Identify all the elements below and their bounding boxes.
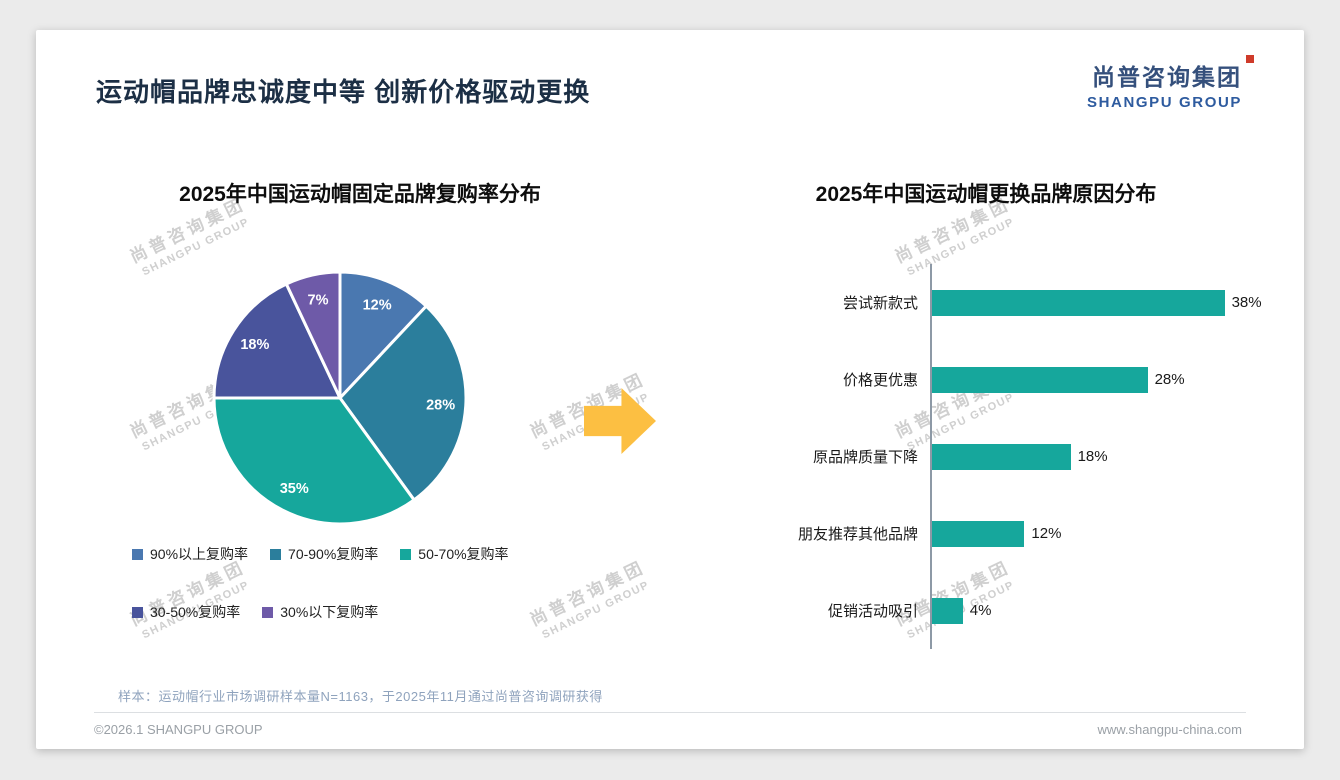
- bar-track: 18%: [930, 418, 1273, 495]
- bar-row: 尝试新款式 38%: [748, 264, 1273, 341]
- legend-item: 90%以上复购率: [132, 544, 248, 564]
- bar-track: 28%: [930, 341, 1273, 418]
- pie-slice-2: [212, 396, 416, 526]
- bar-row: 原品牌质量下降 18%: [748, 418, 1273, 495]
- bar-track: 38%: [930, 264, 1273, 341]
- pie-data-label: 35%: [280, 481, 309, 497]
- legend-item: 30-50%复购率: [132, 602, 240, 622]
- pie-data-label: 18%: [240, 337, 269, 353]
- bar-row: 价格更优惠 28%: [748, 341, 1273, 418]
- bar-row: 朋友推荐其他品牌 12%: [748, 495, 1273, 572]
- pie-chart: 12% 28% 35% 18% 7%: [212, 270, 468, 526]
- bar-chart: 尝试新款式 38% 价格更优惠 28% 原品牌质量下降 18% 朋友推荐其他品牌 12% 促销活…: [748, 264, 1273, 649]
- logo-text-cn: 尚普咨询集团: [1092, 64, 1242, 90]
- legend-swatch: [132, 606, 143, 618]
- pie-legend: 90%以上复购率 70-90%复购率 50-70%复购率 30-50%复购率 30%以…: [132, 544, 632, 622]
- bar-category-label: 朋友推荐其他品牌: [797, 526, 918, 543]
- bar-track: 4%: [930, 572, 1273, 649]
- bar-category-label: 原品牌质量下降: [812, 449, 918, 466]
- legend-swatch: [400, 548, 412, 560]
- legend-label: 70-90%复购率: [288, 546, 379, 562]
- legend-label: 90%以上复购率: [150, 546, 249, 562]
- bar-value-label: 12%: [1031, 525, 1062, 542]
- bar-chart-title: 2025年中国运动帽更换品牌原因分布: [815, 183, 1157, 206]
- legend-label: 30-50%复购率: [150, 604, 241, 620]
- bar-value-label: 38%: [1231, 294, 1262, 311]
- bar-category-label: 尝试新款式: [842, 295, 918, 312]
- bar: [932, 520, 1025, 547]
- bar: [932, 443, 1071, 470]
- legend-item: 30%以下复购率: [262, 602, 378, 622]
- bar-category-label: 促销活动吸引: [827, 603, 918, 620]
- legend-swatch: [262, 606, 274, 618]
- footer-website: www.shangpu-china.com: [1097, 722, 1242, 737]
- pie-slice-0: [338, 270, 428, 400]
- legend-swatch: [270, 548, 282, 560]
- bar: [932, 597, 963, 624]
- bar: [932, 366, 1148, 393]
- pie-chart-title: 2025年中国运动帽固定品牌复购率分布: [179, 183, 541, 206]
- logo-red-mark-icon: [1246, 55, 1254, 63]
- bar-value-label: 28%: [1154, 371, 1185, 388]
- slide-card: 尚普咨询集团 SHANGPU GROUP 尚普咨询集团 SHANGPU GROUP 尚普…: [36, 30, 1304, 749]
- bar-value-label: 18%: [1077, 448, 1108, 465]
- pie-data-label: 7%: [308, 293, 329, 309]
- legend-label: 30%以下复购率: [280, 604, 379, 620]
- bar-value-label: 4%: [969, 602, 992, 619]
- page-title: 运动帽品牌忠诚度中等 创新价格驱动更换: [96, 77, 591, 107]
- pie-slice-4: [284, 270, 342, 400]
- footer-copyright: ©2026.1 SHANGPU GROUP: [94, 722, 263, 737]
- bar-category-label: 价格更优惠: [842, 372, 918, 389]
- pie-data-label: 28%: [426, 397, 455, 413]
- legend-item: 70-90%复购率: [270, 544, 378, 564]
- logo: 尚普咨询集团 SHANGPU GROUP: [1087, 55, 1254, 111]
- footer-divider: [94, 712, 1246, 713]
- legend-swatch: [132, 548, 143, 560]
- pie-slice-1: [338, 304, 468, 502]
- sample-note: 样本：运动帽行业市场调研样本量N=1163，于2025年11月通过尚普咨询调研获…: [118, 689, 603, 704]
- legend-label: 50-70%复购率: [418, 546, 509, 562]
- pie-slice-3: [212, 282, 342, 400]
- legend-row: 30-50%复购率 30%以下复购率: [132, 602, 632, 622]
- logo-text-en: SHANGPU GROUP: [1087, 94, 1242, 111]
- bar: [932, 289, 1225, 316]
- bar-track: 12%: [930, 495, 1273, 572]
- legend-item: 50-70%复购率: [400, 544, 509, 564]
- legend-row: 90%以上复购率 70-90%复购率 50-70%复购率: [132, 544, 632, 564]
- pie-data-label: 12%: [363, 297, 392, 313]
- bar-row: 促销活动吸引 4%: [748, 572, 1273, 649]
